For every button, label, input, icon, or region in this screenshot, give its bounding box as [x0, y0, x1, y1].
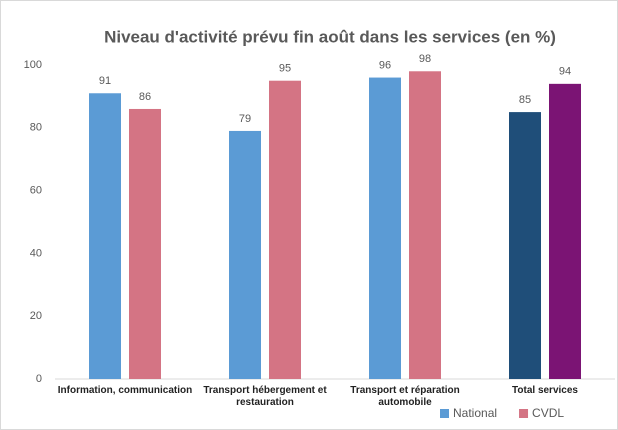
data-label: 96 [379, 59, 391, 71]
bar [409, 71, 441, 379]
chart-title: Niveau d'activité prévu fin août dans le… [104, 27, 556, 46]
x-tick-label: Transport et réparation automobile [350, 385, 460, 408]
y-tick-label: 20 [30, 310, 42, 322]
data-label: 85 [519, 94, 531, 106]
legend-label: CVDL [532, 406, 564, 420]
bar [89, 93, 121, 379]
data-label: 86 [139, 91, 151, 103]
y-tick-label: 60 [30, 185, 42, 197]
y-tick-label: 80 [30, 122, 42, 134]
x-tick-label: Total services [512, 385, 578, 396]
bar [509, 112, 541, 379]
y-tick-label: 100 [24, 59, 42, 71]
data-label: 95 [279, 63, 291, 75]
data-label: 98 [419, 53, 431, 65]
bar [229, 130, 261, 379]
legend-label: National [453, 406, 497, 420]
y-tick-label: 0 [36, 373, 42, 385]
x-tick-label: Transport hébergement et restauration [203, 385, 327, 408]
data-label: 79 [239, 113, 251, 125]
data-label: 91 [99, 75, 111, 87]
legend-swatch [440, 409, 449, 418]
x-tick-label-box: Total services [512, 385, 578, 396]
legend-swatch [519, 409, 529, 418]
data-label: 94 [559, 66, 571, 78]
y-tick-label: 40 [30, 247, 42, 259]
bar [369, 77, 401, 379]
x-tick-label: Information, communication [57, 385, 193, 396]
x-tick-label-box: Transport hébergement et restauration [203, 385, 327, 408]
bar [549, 83, 581, 379]
bar [269, 80, 301, 379]
x-tick-label-box: Transport et réparation automobile [350, 385, 460, 408]
bar [129, 108, 161, 380]
x-tick-label-box: Information, communication [57, 385, 193, 396]
